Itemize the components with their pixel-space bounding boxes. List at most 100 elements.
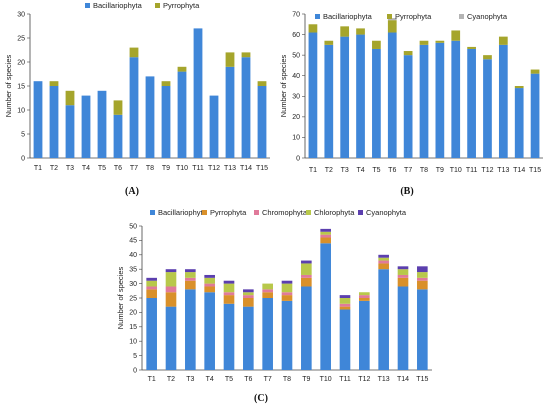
chart-c-bar-t3-chlorophyta (185, 272, 196, 278)
chart-a-bar-t15-pyrrophyta (257, 81, 267, 86)
chart-c-bar-t10-chlorophyta (320, 231, 331, 235)
chart-b-bar-t10-pyrrophyta (451, 30, 461, 41)
chart-b-bar-t11-pyrrophyta (467, 46, 476, 49)
chart-c-bar-t5-pyrrophyta (223, 295, 235, 304)
chart-c-legend-item: Chlorophyta (306, 208, 355, 217)
chart-c-legend-label: Cyanophyta (366, 208, 407, 217)
chart-b-bar-t8-bacillariophyta (419, 44, 429, 158)
chart-c-bar-t7-chromophyta (262, 289, 273, 293)
chart-c-bar-t7-pyrrophyta (262, 292, 273, 298)
chart-b-ytick-label: 10 (292, 135, 300, 142)
chart-c-bar-t2-chromophyta (165, 286, 177, 293)
chart-a-ytick-label: 25 (17, 35, 25, 42)
chart-b-legend-label: Cyanophyta (467, 12, 508, 21)
chart-c-bar-t4-bacillariophyta (204, 292, 215, 370)
chart-b-xtick-label: T5 (372, 167, 380, 174)
chart-c-xtick-label: T12 (358, 376, 370, 383)
chart-c-bar-t4-chlorophyta (204, 277, 215, 284)
chart-b-xtick-label: T4 (356, 167, 364, 174)
chart-c-legend-item: Chromophyta (254, 208, 308, 217)
chart-c-bar-t6-cyanophyta (243, 289, 254, 293)
chart-c-xtick-label: T10 (320, 376, 332, 383)
chart-a-bar-t2-pyrrophyta (49, 81, 59, 86)
chart-a-bar-t13-pyrrophyta (225, 52, 235, 67)
chart-a-legend-label: Bacillariophyta (93, 1, 143, 10)
chart-c-legend-item: Bacillariophyta (150, 208, 208, 217)
chart-c-xtick-label: T6 (244, 376, 252, 383)
chart-a-bar-t9-bacillariophyta (161, 86, 171, 158)
chart-a-bar-t6-pyrrophyta (113, 100, 123, 115)
chart-b-bar-t3-pyrrophyta (340, 26, 350, 37)
chart-a-xtick-label: T13 (224, 165, 236, 172)
chart-a-ylabel: Number of species (4, 54, 13, 117)
chart-b-xtick-label: T10 (450, 167, 462, 174)
chart-c-bar-t9-chromophyta (301, 274, 312, 278)
chart-b-bar-t12-pyrrophyta (483, 55, 492, 60)
chart-a-bar-t3-pyrrophyta (65, 90, 75, 106)
chart-b-legend-item: Bacillariophyta (315, 12, 373, 21)
chart-b-ytick-label: 0 (296, 155, 300, 162)
chart-c-bar-t6-pyrrophyta (243, 298, 254, 307)
chart-c-bar-t9-cyanophyta (301, 260, 312, 264)
chart-a-ytick-label: 20 (17, 59, 25, 66)
chart-c-svg: 0 5 10 15 20 25 30 35 40 45 50 Number of species T1 T… (116, 208, 432, 404)
chart-b-bar-t7-bacillariophyta (403, 55, 413, 159)
chart-b-bar-t14-pyrrophyta (514, 86, 524, 89)
chart-c-bar-t2-bacillariophyta (165, 306, 177, 370)
chart-b-bar-t5-bacillariophyta (372, 48, 381, 158)
chart-a-xtick-label: T5 (98, 165, 106, 172)
chart-b-bar-t13-bacillariophyta (498, 44, 508, 158)
chart-c-bar-t14-pyrrophyta (397, 277, 409, 287)
chart-b-ytick-label: 20 (292, 114, 300, 121)
chart-a-bar-t13-bacillariophyta (225, 66, 235, 158)
chart-c-bar-t8-pyrrophyta (281, 295, 293, 301)
chart-c-bar-t5-cyanophyta (223, 280, 235, 284)
chart-c-xtick-label: T9 (302, 376, 310, 383)
chart-c-bar-t3-chromophyta (185, 277, 196, 281)
chart-b-svg: 0 10 20 30 40 50 60 70 Number of species T1 T2 T3 T4… (279, 11, 543, 197)
chart-c-bar-t3-cyanophyta (185, 269, 196, 273)
chart-c-bar-t9-chlorophyta (301, 263, 312, 275)
chart-c-legend-label: Pyrrophyta (210, 208, 247, 217)
chart-b-legend-item: Pyrrophyta (387, 12, 432, 21)
chart-c-bar-t12-bacillariophyta (359, 300, 370, 370)
chart-a-legend-label: Pyrrophyta (163, 1, 200, 10)
chart-b-ylabel: Number of species (279, 54, 288, 117)
chart-b-bar-t2-pyrrophyta (324, 40, 334, 45)
chart-a-ytick-label: 30 (17, 11, 25, 18)
chart-c-bar-t14-chromophyta (397, 274, 409, 278)
chart-a-bar-t7-bacillariophyta (129, 57, 139, 159)
chart-b-ytick-label: 40 (292, 73, 300, 80)
chart-b-bar-t15-pyrrophyta (530, 69, 540, 74)
chart-b-ytick-label: 30 (292, 94, 300, 101)
chart-c-legend-label: Bacillariophyta (158, 208, 208, 217)
chart-c-bar-t2-chlorophyta (165, 272, 177, 287)
chart-a-bar-t11-bacillariophyta (193, 28, 203, 159)
chart-a-ytick-label: 5 (21, 131, 25, 138)
chart-c-legend-label: Chromophyta (262, 208, 308, 217)
chart-c-ytick-label: 10 (129, 339, 137, 346)
chart-c-bar-t8-chlorophyta (281, 283, 293, 293)
chart-a-svg: 0 5 10 15 20 25 30 Number of species T1 T2 T3 T4 T5 T… (4, 1, 270, 197)
chart-c-legend-item: Cyanophyta (358, 208, 407, 217)
chart-a-xtick-label: T9 (162, 165, 170, 172)
chart-b-panel-label: (B) (400, 186, 413, 197)
chart-c-xtick-label: T8 (283, 376, 291, 383)
chart-c-xtick-label: T15 (416, 376, 428, 383)
chart-c-bar-t3-pyrrophyta (185, 280, 196, 290)
chart-a-xtick-label: T7 (130, 165, 138, 172)
chart-a-xtick-label: T14 (240, 165, 252, 172)
chart-b-bar-t6-pyrrophyta (387, 20, 397, 33)
chart-b-xtick-label: T6 (388, 167, 396, 174)
chart-c-bar-t7-bacillariophyta (262, 298, 273, 370)
chart-c-bar-t8-cyanophyta (281, 280, 293, 284)
chart-c-ytick-label: 15 (129, 324, 137, 331)
chart-b-bar-t3-bacillariophyta (340, 36, 350, 158)
chart-c-bar-t12-chlorophyta (359, 292, 370, 296)
chart-c-ytick-label: 5 (133, 353, 137, 360)
chart-b-xtick-label: T11 (466, 167, 478, 174)
chart-a-bar-t14-pyrrophyta (241, 52, 251, 58)
chart-c-bar-t11-cyanophyta (339, 295, 351, 298)
chart-a-xtick-label: T2 (50, 165, 58, 172)
chart-a-bar-t9-pyrrophyta (161, 81, 171, 86)
